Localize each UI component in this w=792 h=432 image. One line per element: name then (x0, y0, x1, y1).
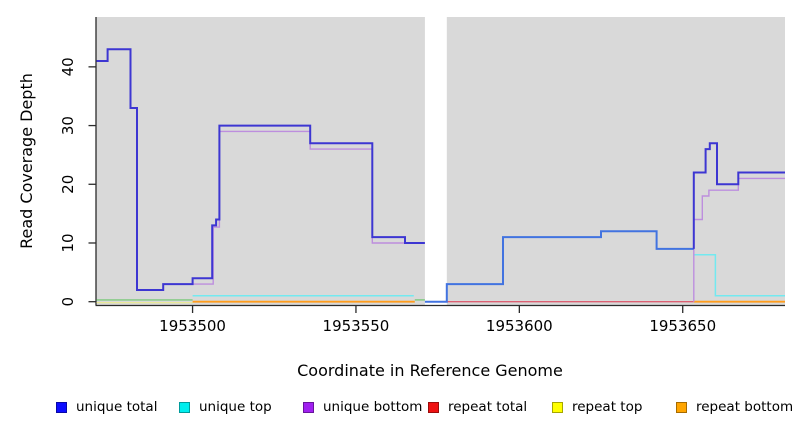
y-tick-label: 10 (59, 233, 77, 252)
series-unique-top-right (693, 253, 785, 297)
x-tick-label: 1953600 (486, 317, 553, 335)
y-axis-title: Read Coverage Depth (17, 73, 36, 249)
y-tick-label: 30 (59, 116, 77, 135)
series-unique-total-left (96, 48, 425, 291)
y-tick-label: 20 (59, 175, 77, 194)
series-unique-total-right (692, 142, 785, 249)
y-tick-label: 40 (59, 57, 77, 76)
x-tick-label: 1953500 (159, 317, 226, 335)
series-unique-total-mid (424, 230, 694, 303)
x-tick-label: 1953650 (649, 317, 716, 335)
y-tick-label: 0 (59, 297, 77, 307)
masked-region (424, 17, 447, 305)
x-axis-title: Coordinate in Reference Genome (297, 361, 563, 380)
x-tick-label: 1953550 (323, 317, 390, 335)
